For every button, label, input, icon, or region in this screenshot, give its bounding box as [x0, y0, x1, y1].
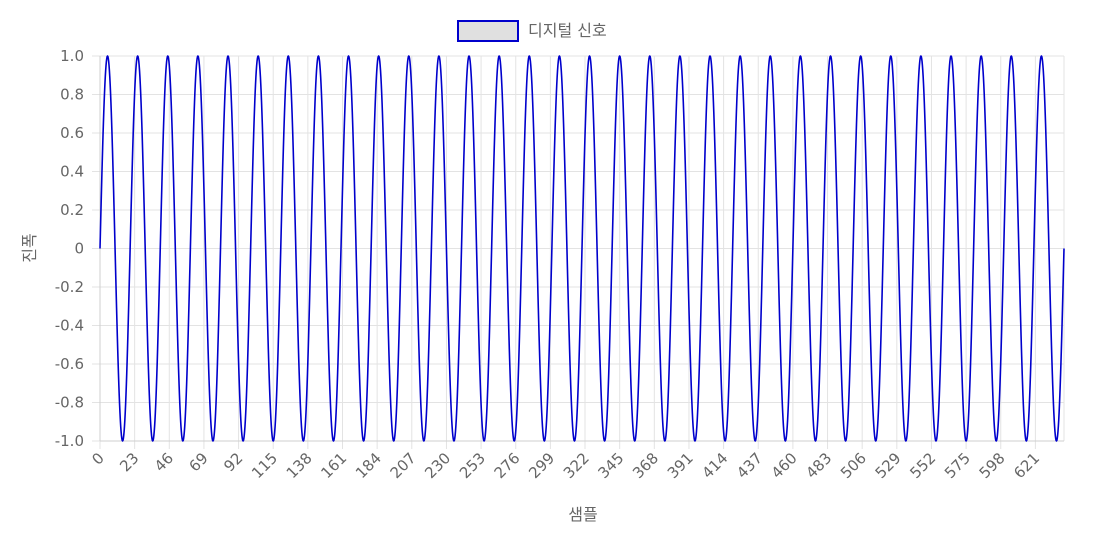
y-tick-label: 0.8 — [60, 86, 84, 104]
x-tick-label: 276 — [491, 449, 524, 482]
y-tick-label: -0.8 — [55, 394, 84, 412]
x-tick-label: 345 — [595, 449, 628, 482]
series-line — [99, 55, 1065, 442]
x-tick-label: 621 — [1010, 449, 1043, 482]
x-tick-label: 161 — [317, 449, 350, 482]
x-tick-label: 299 — [525, 449, 558, 482]
x-tick-label: 253 — [456, 449, 489, 482]
x-tick-label: 437 — [733, 449, 766, 482]
x-tick-label: 115 — [248, 449, 281, 482]
x-tick-label: 69 — [186, 449, 212, 475]
y-axis-ticks: 1.0 0.8 0.6 0.4 0.2 0 -0.2 -0.4 -0.6 -0.8 -1.0 — [55, 47, 84, 450]
legend-label[interactable]: 디지털 신호 — [528, 21, 607, 40]
x-tick-label: 575 — [941, 449, 974, 482]
y-tick-label: -1.0 — [55, 432, 84, 450]
x-tick-label: 184 — [352, 449, 385, 482]
x-tick-label: 207 — [387, 449, 420, 482]
x-tick-label: 414 — [698, 449, 731, 482]
x-tick-label: 368 — [629, 449, 662, 482]
y-tick-label: 0.2 — [60, 201, 84, 219]
x-tick-label: 391 — [664, 449, 697, 482]
y-tick-label: 0 — [74, 240, 84, 258]
x-tick-label: 529 — [872, 449, 905, 482]
x-tick-label: 230 — [421, 449, 454, 482]
x-tick-label: 322 — [560, 449, 593, 482]
x-tick-label: 23 — [116, 449, 142, 475]
y-tick-label: -0.6 — [55, 355, 84, 373]
x-tick-label: 92 — [220, 449, 246, 475]
y-tick-label: -0.4 — [55, 317, 84, 335]
legend[interactable]: 디지털 신호 — [457, 20, 607, 42]
x-tick-label: 598 — [976, 449, 1009, 482]
y-tick-label: 0.6 — [60, 124, 84, 142]
y-axis-title: 진폭 — [20, 233, 39, 262]
y-tick-label: -0.2 — [55, 278, 84, 296]
x-tick-label: 46 — [151, 449, 177, 475]
x-tick-label: 138 — [283, 449, 316, 482]
x-axis-ticks: 0 23 46 69 92 115 138 161 184 207 230 253 276 299 322 3… — [88, 449, 1043, 482]
x-tick-label: 506 — [837, 449, 870, 482]
y-tick-label: 1.0 — [60, 47, 84, 65]
series-layer — [99, 55, 1065, 442]
legend-swatch[interactable] — [457, 20, 519, 42]
x-tick-label: 483 — [802, 449, 835, 482]
x-tick-label: 460 — [768, 449, 801, 482]
y-tick-label: 0.4 — [60, 163, 84, 181]
x-tick-label: 0 — [88, 449, 107, 468]
x-tick-label: 552 — [906, 449, 939, 482]
x-axis-title: 샘플 — [568, 505, 597, 524]
